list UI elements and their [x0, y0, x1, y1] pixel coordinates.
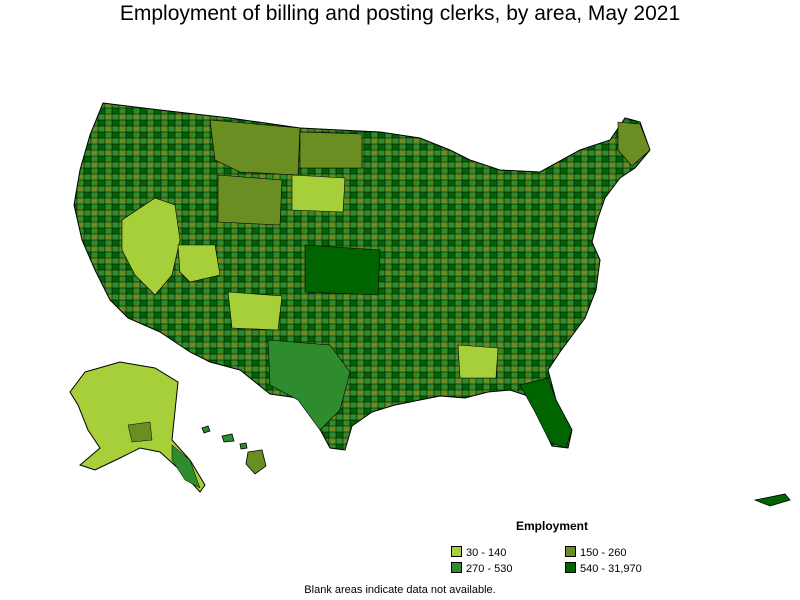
legend-swatch-icon	[565, 546, 576, 557]
legend-swatch-icon	[565, 562, 576, 573]
legend-label: 540 - 31,970	[580, 563, 642, 575]
legend-item-150-260: 150 - 260	[565, 546, 626, 559]
hawaii-region	[201, 425, 267, 475]
legend-item-270-530: 270 - 530	[451, 562, 512, 575]
new-mexico-region	[227, 291, 283, 331]
legend-swatch-icon	[451, 546, 462, 557]
footnote: Blank areas indicate data not available.	[304, 584, 496, 596]
legend-swatch-icon	[451, 562, 462, 573]
wyoming-region	[217, 174, 283, 226]
map-title: Employment of billing and posting clerks…	[119, 2, 681, 25]
puerto-rico-region	[753, 493, 791, 507]
legend-label: 270 - 530	[466, 563, 513, 575]
maine-region	[617, 121, 651, 167]
legend-label: 150 - 260	[580, 547, 627, 559]
legend-label: 30 - 140	[466, 547, 507, 559]
kansas-region	[304, 244, 381, 296]
montana-region	[209, 119, 301, 176]
south-dakota-region	[291, 174, 346, 213]
utah-region	[177, 244, 221, 283]
florida-region	[519, 377, 573, 449]
texas-region	[267, 339, 351, 431]
north-dakota-region	[299, 131, 363, 169]
alaska-area-green	[171, 444, 201, 489]
legend-title: Employment	[516, 519, 589, 533]
legend-item-540-31970: 540 - 31,970	[565, 562, 642, 575]
mississippi-region	[457, 344, 499, 379]
nevada-region	[121, 197, 181, 296]
alaska-area-olive	[127, 421, 153, 443]
legend-item-30-140: 30 - 140	[451, 546, 506, 559]
